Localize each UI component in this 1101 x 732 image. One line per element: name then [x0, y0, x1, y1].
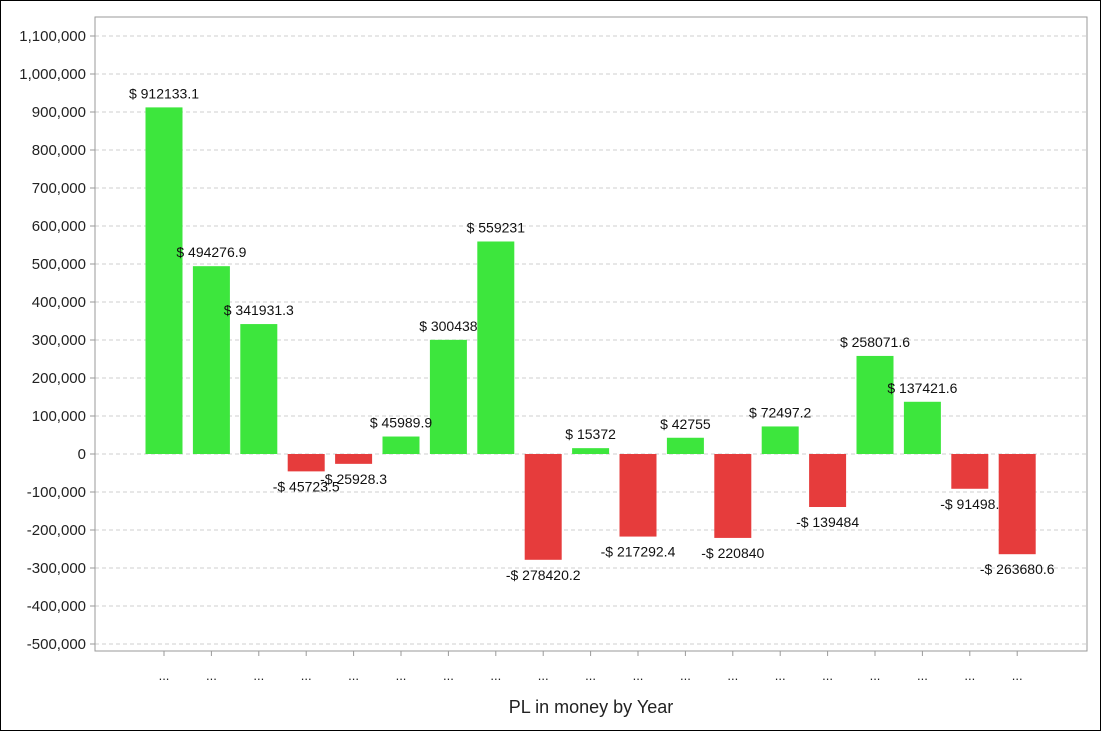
x-tick-label: ... [1012, 668, 1023, 683]
bar [714, 454, 752, 538]
bar [192, 266, 230, 454]
data-label: $ 494276.9 [176, 244, 246, 260]
x-tick-label: ... [538, 668, 549, 683]
data-label: $ 300438 [419, 318, 478, 334]
bar [145, 107, 183, 455]
bars [145, 107, 1036, 560]
x-tick-label: ... [775, 668, 786, 683]
data-label: -$ 25928.3 [320, 471, 387, 487]
data-label: -$ 139484 [796, 514, 859, 530]
x-axis-ticks: ........................................… [159, 651, 1023, 683]
data-label: $ 42755 [660, 416, 711, 432]
bar [382, 436, 420, 454]
bar [240, 324, 278, 454]
x-tick-label: ... [253, 668, 264, 683]
data-label: -$ 45723.5 [273, 478, 340, 494]
y-tick-label: -100,000 [27, 484, 86, 501]
x-tick-label: ... [964, 668, 975, 683]
data-label: $ 137421.6 [887, 380, 957, 396]
bar [903, 401, 941, 454]
y-tick-label: -200,000 [27, 522, 86, 539]
data-label: -$ 263680.6 [980, 561, 1055, 577]
data-label: -$ 91498. [940, 496, 999, 512]
bar [524, 454, 562, 560]
x-tick-label: ... [917, 668, 928, 683]
x-tick-label: ... [301, 668, 312, 683]
y-tick-label: 700,000 [32, 180, 86, 197]
data-label: $ 341931.3 [224, 302, 294, 318]
bar [951, 454, 989, 489]
x-tick-label: ... [633, 668, 644, 683]
y-tick-label: 100,000 [32, 408, 86, 425]
data-label: -$ 220840 [701, 545, 764, 561]
plot-area-border [94, 16, 1088, 652]
data-label: $ 45989.9 [370, 415, 432, 431]
x-axis-title: PL in money by Year [509, 697, 673, 717]
bar [809, 454, 847, 508]
bar [335, 454, 373, 464]
data-label: $ 258071.6 [840, 334, 910, 350]
data-label: $ 72497.2 [749, 404, 811, 420]
bar [429, 339, 467, 454]
data-label: -$ 217292.4 [601, 544, 676, 560]
bar [666, 437, 704, 454]
y-tick-label: 500,000 [32, 256, 86, 273]
x-tick-label: ... [159, 668, 170, 683]
bar [572, 448, 610, 454]
y-tick-label: 1,000,000 [19, 66, 86, 83]
y-tick-label: -400,000 [27, 598, 86, 615]
y-tick-label: 300,000 [32, 332, 86, 349]
data-labels: $ 912133.1 $ 494276.9 $ 341931.3 -$ 45723.5… [129, 85, 1055, 582]
bar [619, 454, 657, 537]
x-tick-label: ... [348, 668, 359, 683]
y-tick-label: 1,100,000 [19, 28, 86, 45]
y-axis-ticks: 1,100,000 1,000,000 900,000 800,000 700,000 6… [19, 28, 95, 653]
bar [287, 454, 325, 472]
y-tick-label: 400,000 [32, 294, 86, 311]
y-tick-label: 200,000 [32, 370, 86, 387]
y-tick-label: 600,000 [32, 218, 86, 235]
x-tick-label: ... [206, 668, 217, 683]
data-label: $ 559231 [467, 219, 526, 235]
y-tick-label: -500,000 [27, 636, 86, 653]
grid-lines [95, 35, 1087, 645]
x-tick-label: ... [490, 668, 501, 683]
data-label: $ 15372 [565, 426, 616, 442]
bar [856, 355, 894, 454]
bar [477, 241, 515, 454]
y-tick-label: 900,000 [32, 104, 86, 121]
bar [998, 454, 1036, 555]
data-label: $ 912133.1 [129, 85, 199, 101]
y-tick-label: -300,000 [27, 560, 86, 577]
x-tick-label: ... [585, 668, 596, 683]
y-tick-label: 0 [78, 446, 86, 463]
data-label: -$ 278420.2 [506, 567, 581, 583]
x-tick-label: ... [443, 668, 454, 683]
x-tick-label: ... [822, 668, 833, 683]
x-tick-label: ... [680, 668, 691, 683]
x-tick-label: ... [396, 668, 407, 683]
bar [761, 426, 799, 454]
y-tick-label: 800,000 [32, 142, 86, 159]
x-tick-label: ... [870, 668, 881, 683]
x-tick-label: ... [727, 668, 738, 683]
